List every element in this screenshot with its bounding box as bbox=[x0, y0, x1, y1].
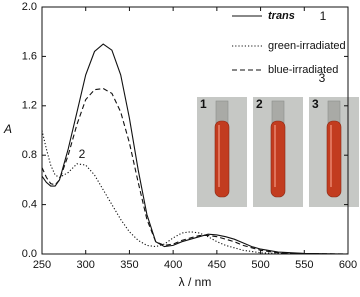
y-tick-label: 1.6 bbox=[22, 50, 37, 62]
tube-liquid bbox=[326, 120, 342, 198]
y-axis-label: A bbox=[3, 122, 12, 136]
x-tick-label: 400 bbox=[164, 259, 182, 271]
y-tick-label: 2.0 bbox=[22, 1, 37, 13]
x-tick-label: 450 bbox=[208, 259, 226, 271]
tube-highlight bbox=[218, 125, 220, 187]
tube-liquid bbox=[214, 120, 230, 198]
y-tick-label: 1.2 bbox=[22, 100, 37, 112]
tube-highlight bbox=[274, 125, 276, 187]
line bbox=[41, 43, 349, 255]
tube-glass bbox=[215, 100, 229, 124]
tube-highlight bbox=[330, 125, 332, 187]
curve-label: 3 bbox=[319, 71, 326, 85]
x-tick-label: 300 bbox=[77, 259, 95, 271]
y-tick-label: 0.4 bbox=[22, 199, 37, 211]
legend-label: blue-irradiated bbox=[268, 64, 338, 76]
x-tick-label: 250 bbox=[33, 259, 51, 271]
y-tick-label: 0.0 bbox=[22, 248, 37, 260]
x-tick-label: 550 bbox=[295, 259, 313, 271]
tube-glass bbox=[271, 100, 285, 124]
tube-liquid bbox=[270, 120, 286, 198]
line bbox=[41, 130, 348, 255]
line bbox=[41, 87, 349, 255]
inset-label: 1 bbox=[200, 97, 207, 111]
inset-label: 2 bbox=[256, 97, 263, 111]
curve-label: 1 bbox=[320, 9, 327, 23]
inset-label: 3 bbox=[312, 97, 319, 111]
legend-label: green-irradiated bbox=[268, 40, 346, 52]
x-tick-label: 600 bbox=[339, 259, 357, 271]
y-tick-label: 0.8 bbox=[22, 149, 37, 161]
x-tick-label: 500 bbox=[251, 259, 269, 271]
tube-glass bbox=[327, 100, 341, 124]
legend-label: trans bbox=[268, 10, 295, 22]
curve-label: 2 bbox=[79, 147, 86, 161]
x-axis-label: λ / nm bbox=[179, 275, 212, 289]
x-tick-label: 350 bbox=[120, 259, 138, 271]
